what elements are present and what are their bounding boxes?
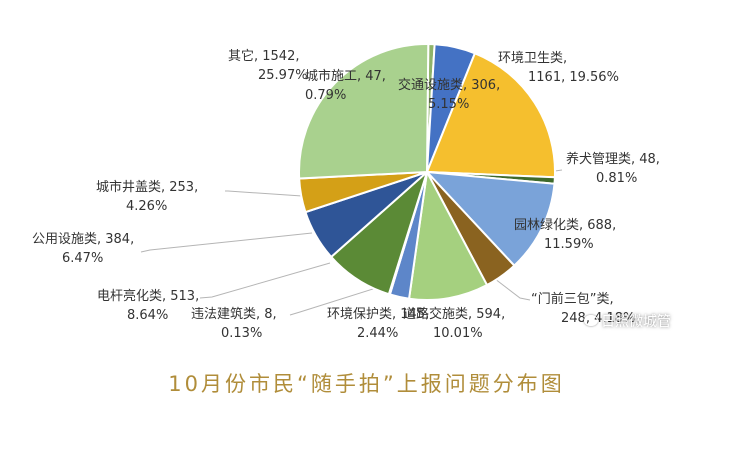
slice-label: 其它, 1542, 25.97% (228, 48, 308, 83)
slice-label-line2: 10.01% (433, 326, 483, 341)
slice-label-line1: 城市施工, 47, (305, 68, 386, 84)
leader-line (199, 262, 331, 299)
slice-label-line2: 8.64% (127, 308, 168, 323)
slice-label: “门前三包”类, 248, 4.18% (531, 291, 635, 326)
leader-line (225, 190, 303, 197)
slice-label: 城市井盖类, 253, 4.26% (96, 179, 198, 214)
slice-label-line2: 248, 4.18% (561, 311, 635, 326)
slice-label: 交通设施类, 306, 5.15% (398, 77, 500, 112)
slice-label: 城市施工, 47, 0.79% (305, 68, 386, 103)
slice-label-line1: 交通设施类, 306, (398, 77, 500, 93)
slice-label-line2: 5.15% (428, 97, 469, 112)
slice-label-line1: 公用设施类, 384, (32, 232, 134, 247)
slice-label-line2: 2.44% (357, 326, 398, 341)
slice-label-line1: 环境卫生类, (498, 51, 567, 66)
slice-label-line2: 6.47% (62, 251, 103, 266)
slice-label-line2: 0.79% (305, 88, 346, 103)
slice-label: 园林绿化类, 688, 11.59% (514, 218, 616, 252)
slice-label: 养犬管理类, 48, 0.81% (566, 151, 660, 186)
leader-line (289, 282, 393, 316)
slice-label-line2: 4.26% (126, 199, 167, 214)
slice-label-line1: 环境保护类, 145, (327, 307, 429, 322)
slice-label-line2: 25.97% (258, 68, 308, 83)
slice-label: 违法建筑类, 8, 0.13% (191, 306, 277, 341)
slice-label-line1: 道路交施类, 594, (403, 306, 505, 322)
slice-label-line2: 0.13% (221, 326, 262, 341)
chart-title: 10月份市民“随手拍”上报问题分布图 (168, 372, 565, 396)
pie-slice (425, 51, 556, 179)
pie-slice (298, 43, 430, 180)
slice-label-line1: 其它, 1542, (228, 48, 299, 64)
slice-label-line1: 城市井盖类, 253, (96, 179, 198, 195)
leader-line (485, 271, 531, 301)
slice-label: 道路交施类, 594, 10.01% (403, 306, 505, 341)
slice-label: 电杆亮化类, 513, 8.64% (97, 288, 199, 323)
slice-label-line1: “门前三包”类, (531, 291, 614, 307)
slice-label-line2: 0.81% (596, 171, 637, 186)
slice-label-line1: 违法建筑类, 8, (191, 306, 277, 322)
slice-label-line2: 11.59% (544, 237, 594, 252)
slice-label-line2: 1161, 19.56% (528, 70, 619, 85)
slice-label: 公用设施类, 384, 6.47% (32, 232, 134, 266)
watermark: 日照微城管 (584, 311, 671, 331)
slice-label-line1: 园林绿化类, 688, (514, 218, 616, 233)
slice-label: 环境保护类, 145, 2.44% (327, 307, 429, 341)
slice-label: 环境卫生类, 1161, 19.56% (498, 51, 619, 85)
slice-label-line1: 养犬管理类, 48, (566, 151, 660, 167)
wechat-icon (584, 315, 598, 326)
pie-slice (407, 168, 489, 302)
slice-label-line1: 电杆亮化类, 513, (97, 288, 199, 304)
pie-slice (424, 170, 556, 268)
watermark-text: 日照微城管 (601, 314, 671, 330)
leader-line (140, 232, 313, 253)
